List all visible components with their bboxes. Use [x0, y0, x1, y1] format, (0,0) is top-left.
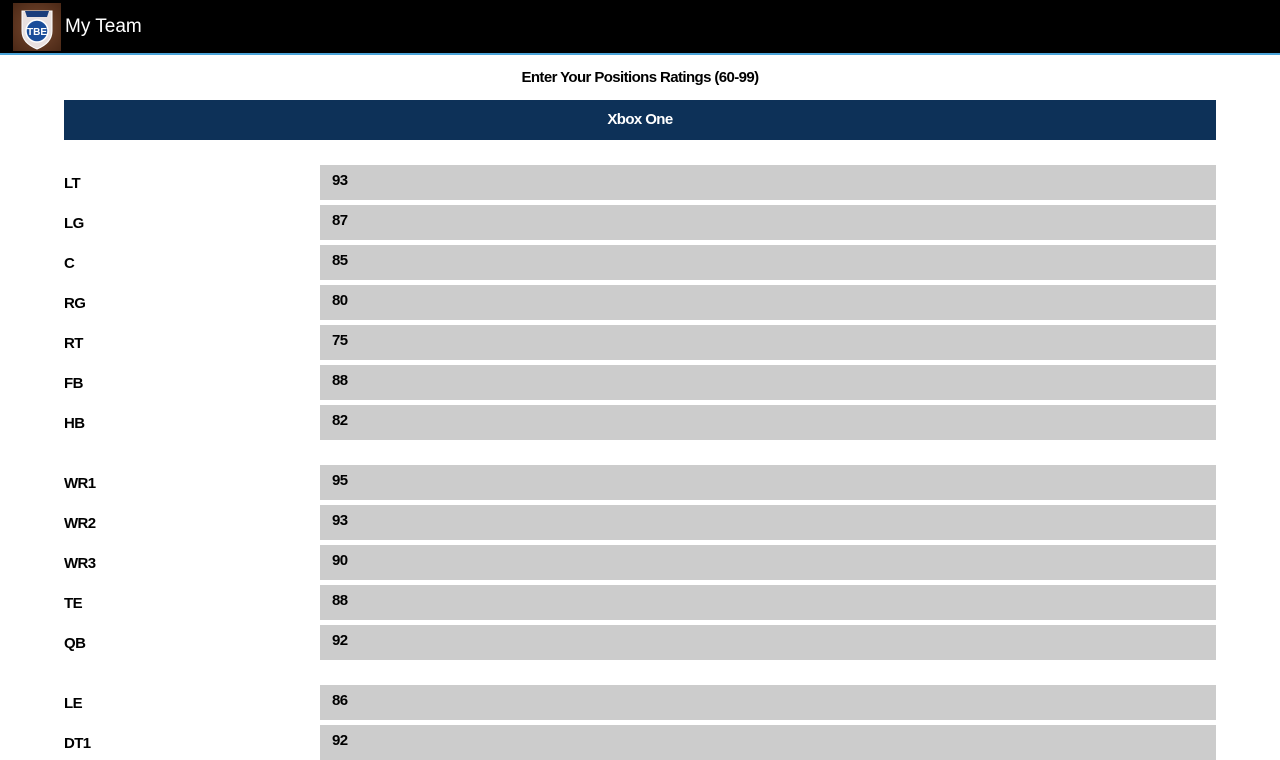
rating-row: RT 75: [64, 325, 1216, 360]
rating-input[interactable]: 87: [320, 205, 1216, 240]
position-label: QB: [64, 635, 86, 652]
rating-input[interactable]: 82: [320, 405, 1216, 440]
page-heading: Enter Your Positions Ratings (60-99): [521, 69, 759, 86]
position-label: LE: [64, 695, 83, 712]
rating-input[interactable]: 88: [320, 365, 1216, 400]
position-label: LG: [64, 215, 84, 232]
position-label: FB: [64, 375, 83, 392]
rating-row: WR2 93: [64, 505, 1216, 540]
rating-row: LT 93: [64, 165, 1216, 200]
app-bar: TBE My Team: [0, 0, 1280, 55]
rating-input[interactable]: 92: [320, 625, 1216, 660]
position-label: HB: [64, 415, 85, 432]
position-label: WR3: [64, 555, 96, 572]
rating-row: QB 92: [64, 625, 1216, 660]
rating-input[interactable]: 93: [320, 165, 1216, 200]
position-label: WR1: [64, 475, 96, 492]
rating-input[interactable]: 92: [320, 725, 1216, 760]
position-label: WR2: [64, 515, 96, 532]
app-title: My Team: [65, 16, 142, 37]
rating-row: LE 86: [64, 685, 1216, 720]
rating-row: LG 87: [64, 205, 1216, 240]
position-label: LT: [64, 175, 81, 192]
rating-row: WR3 90: [64, 545, 1216, 580]
position-label: DT1: [64, 735, 91, 752]
svg-text:TBE: TBE: [27, 27, 47, 38]
rating-input[interactable]: 85: [320, 245, 1216, 280]
rating-row: C 85: [64, 245, 1216, 280]
rating-input[interactable]: 86: [320, 685, 1216, 720]
position-label: RG: [64, 295, 86, 312]
rating-row: HB 82: [64, 405, 1216, 440]
rating-input[interactable]: 80: [320, 285, 1216, 320]
position-label: RT: [64, 335, 83, 352]
platform-banner: Xbox One: [64, 100, 1216, 140]
rating-row: FB 88: [64, 365, 1216, 400]
rating-row: WR1 95: [64, 465, 1216, 500]
team-logo-icon[interactable]: TBE: [13, 3, 61, 51]
rating-row: RG 80: [64, 285, 1216, 320]
rating-row: DT1 92: [64, 725, 1216, 760]
rating-input[interactable]: 93: [320, 505, 1216, 540]
position-label: C: [64, 255, 75, 272]
rating-input[interactable]: 75: [320, 325, 1216, 360]
position-label: TE: [64, 595, 83, 612]
rating-row: TE 88: [64, 585, 1216, 620]
rating-input[interactable]: 88: [320, 585, 1216, 620]
rating-input[interactable]: 90: [320, 545, 1216, 580]
rating-input[interactable]: 95: [320, 465, 1216, 500]
